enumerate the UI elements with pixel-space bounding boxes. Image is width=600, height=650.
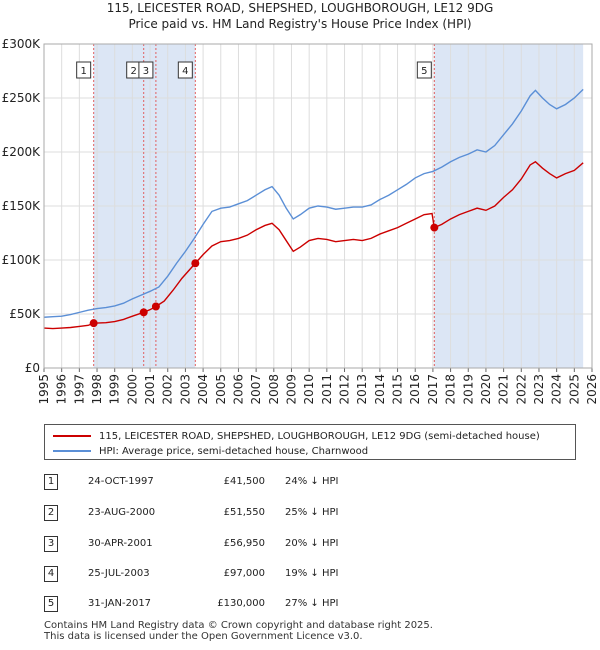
transaction-date: 30-APR-2001: [88, 538, 153, 549]
y-tick-label: £150K: [2, 199, 42, 213]
chart-title-subtitle: Price paid vs. HM Land Registry's House …: [128, 17, 472, 31]
transaction-hpi-diff: 25% ↓ HPI: [285, 507, 339, 518]
x-tick-label: 2014: [373, 374, 387, 405]
table-row: 2 23-AUG-2000 £51,550 25% ↓ HPI: [0, 505, 600, 523]
table-row: 4 25-JUL-2003 £97,000 19% ↓ HPI: [0, 566, 600, 584]
x-tick-label: 1999: [108, 374, 122, 405]
sale-marker-label: 3: [143, 66, 149, 77]
transaction-number: 2: [44, 505, 58, 521]
x-tick-label: 2022: [514, 374, 528, 405]
sale-point: [430, 223, 439, 232]
y-tick-label: £0: [25, 361, 40, 375]
legend-swatch-price-paid: [53, 435, 91, 437]
x-tick-label: 2020: [479, 374, 493, 405]
footer: Contains HM Land Registry data © Crown c…: [44, 620, 433, 642]
transaction-number: 4: [44, 566, 58, 582]
transaction-price: £130,000: [217, 598, 265, 609]
x-tick-label: 2015: [391, 374, 405, 405]
plot-frame: [43, 43, 593, 369]
legend: 115, LEICESTER ROAD, SHEPSHED, LOUGHBORO…: [44, 424, 576, 460]
footer-copyright: Contains HM Land Registry data © Crown c…: [44, 620, 433, 631]
transaction-number: 3: [44, 536, 58, 552]
x-tick-label: 2001: [143, 374, 157, 405]
x-tick-label: 2023: [532, 374, 546, 405]
x-tick-label: 1997: [72, 374, 86, 405]
x-tick-label: 2011: [320, 374, 334, 405]
y-tick-label: £250K: [2, 91, 42, 105]
transaction-date: 31-JAN-2017: [88, 598, 152, 609]
transaction-hpi-diff: 24% ↓ HPI: [285, 476, 339, 487]
transaction-date: 25-JUL-2003: [88, 568, 150, 579]
x-tick-label: 2000: [125, 374, 139, 405]
transaction-number: 5: [44, 596, 58, 612]
table-row: 3 30-APR-2001 £56,950 20% ↓ HPI: [0, 536, 600, 554]
legend-swatch-hpi: [53, 450, 91, 452]
sale-marker-box: [76, 61, 92, 79]
sale-marker-box: [138, 61, 154, 79]
sale-marker-label: 4: [182, 66, 188, 77]
x-tick-label: 2017: [426, 374, 440, 405]
footer-licence: This data is licensed under the Open Gov…: [44, 631, 363, 642]
y-tick-label: £100K: [2, 253, 42, 267]
chart-title-address: 115, LEICESTER ROAD, SHEPSHED, LOUGHBORO…: [106, 1, 494, 15]
transaction-hpi-diff: 19% ↓ HPI: [285, 568, 339, 579]
x-tick-label: 2013: [355, 374, 369, 405]
legend-item-price-paid: 115, LEICESTER ROAD, SHEPSHED, LOUGHBORO…: [53, 429, 540, 443]
table-row: 5 31-JAN-2017 £130,000 27% ↓ HPI: [0, 596, 600, 614]
x-tick-label: 1996: [55, 374, 69, 405]
y-tick-label: £300K: [2, 37, 42, 51]
sale-point: [191, 259, 200, 268]
sale-point: [151, 302, 160, 311]
x-tick-label: 2009: [284, 374, 298, 405]
x-tick-label: 2005: [214, 374, 228, 405]
legend-item-hpi: HPI: Average price, semi-detached house,…: [53, 444, 368, 458]
x-tick-label: 2010: [302, 374, 316, 405]
x-tick-label: 2019: [461, 374, 475, 405]
x-tick-label: 2007: [249, 374, 263, 405]
transaction-price: £56,950: [223, 538, 265, 549]
x-tick-label: 1998: [90, 374, 104, 405]
x-tick-label: 2004: [196, 374, 210, 405]
x-tick-label: 2025: [567, 374, 581, 405]
x-tick-label: 2006: [231, 374, 245, 405]
sale-marker-label: 5: [421, 66, 427, 77]
sale-marker-box: [416, 61, 432, 79]
hpi-line: [43, 88, 584, 318]
transaction-hpi-diff: 20% ↓ HPI: [285, 538, 339, 549]
transaction-hpi-diff: 27% ↓ HPI: [285, 598, 339, 609]
transaction-date: 24-OCT-1997: [88, 476, 154, 487]
sale-marker-label: 1: [80, 66, 86, 77]
transaction-price: £97,000: [223, 568, 265, 579]
table-row: 1 24-OCT-1997 £41,500 24% ↓ HPI: [0, 474, 600, 492]
x-tick-label: 2018: [444, 374, 458, 405]
x-tick-label: 2026: [585, 374, 599, 405]
x-tick-label: 2016: [408, 374, 422, 405]
x-tick-label: 2021: [497, 374, 511, 405]
transaction-price: £41,500: [223, 476, 265, 487]
transaction-number: 1: [44, 474, 58, 490]
sale-point: [139, 308, 148, 317]
x-tick-label: 2003: [178, 374, 192, 405]
x-tick-label: 2002: [161, 374, 175, 405]
transaction-date: 23-AUG-2000: [88, 507, 156, 518]
x-tick-label: 2008: [267, 374, 281, 405]
sale-marker-box: [177, 61, 193, 79]
sale-point: [89, 319, 98, 328]
sale-marker-label: 2: [131, 66, 137, 77]
x-tick-label: 2024: [550, 374, 564, 405]
x-tick-label: 2012: [338, 374, 352, 405]
legend-label-hpi: HPI: Average price, semi-detached house,…: [99, 445, 369, 457]
y-tick-label: £50K: [9, 307, 41, 321]
x-tick-label: 1995: [37, 374, 51, 405]
transaction-price: £51,550: [223, 507, 265, 518]
legend-label-price-paid: 115, LEICESTER ROAD, SHEPSHED, LOUGHBORO…: [99, 430, 540, 442]
y-tick-label: £200K: [2, 145, 42, 159]
